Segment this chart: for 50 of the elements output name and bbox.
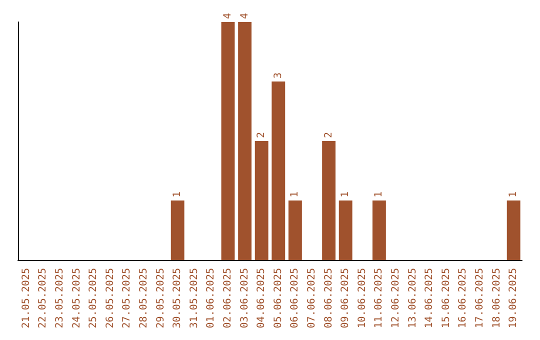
x-tick-label: 21.05.2025 <box>20 268 32 328</box>
bar <box>372 200 386 260</box>
x-tick-label: 01.06.2025 <box>206 268 217 328</box>
x-tick-label: 11.06.2025 <box>374 268 385 328</box>
x-tick-label: 10.06.2025 <box>356 268 368 328</box>
x-tick-label: 23.05.2025 <box>54 268 66 328</box>
x-tick-label: 14.06.2025 <box>424 268 436 328</box>
bar <box>254 141 268 260</box>
data-label: 1 <box>374 191 385 198</box>
x-tick-label: 08.06.2025 <box>323 268 334 328</box>
x-tick-label: 24.05.2025 <box>71 268 82 328</box>
bar <box>170 200 184 260</box>
data-label: 2 <box>323 132 334 138</box>
x-tick-label: 18.06.2025 <box>491 268 502 328</box>
data-label: 4 <box>222 12 234 19</box>
bar <box>221 22 235 260</box>
x-tick-label: 27.05.2025 <box>122 268 133 328</box>
data-label: 2 <box>256 132 268 138</box>
x-tick-label: 30.05.2025 <box>172 268 184 328</box>
bar <box>338 200 352 260</box>
x-tick-label: 16.06.2025 <box>458 268 469 328</box>
data-label: 1 <box>508 191 520 198</box>
x-tick-label: 28.05.2025 <box>138 268 150 328</box>
bar <box>238 22 252 260</box>
bar <box>322 141 336 260</box>
x-tick-label: 13.06.2025 <box>407 268 418 328</box>
bar <box>506 200 520 260</box>
x-tick-label: 05.06.2025 <box>272 268 284 328</box>
x-tick-label: 29.05.2025 <box>155 268 166 328</box>
x-tick-label: 09.06.2025 <box>340 268 352 328</box>
x-tick-label: 04.06.2025 <box>256 268 268 328</box>
bar <box>288 200 302 260</box>
x-tick-label: 12.06.2025 <box>390 268 402 328</box>
x-tick-label: 15.06.2025 <box>440 268 452 328</box>
x-tick-label: 19.06.2025 <box>508 268 520 328</box>
x-tick-label: 22.05.2025 <box>38 268 49 328</box>
x-tick-label: 17.06.2025 <box>474 268 486 328</box>
x-tick-label: 26.05.2025 <box>104 268 116 328</box>
x-tick-label: 03.06.2025 <box>239 268 250 328</box>
data-label: 3 <box>272 72 284 78</box>
x-tick-label: 02.06.2025 <box>222 268 234 328</box>
data-label: 1 <box>340 191 352 198</box>
data-label: 1 <box>172 191 184 198</box>
data-label: 4 <box>239 12 250 19</box>
x-tick-label: 25.05.2025 <box>88 268 100 328</box>
data-label: 1 <box>290 191 301 198</box>
x-tick-label: 31.05.2025 <box>188 268 200 328</box>
bar <box>272 82 286 260</box>
x-tick-label: 07.06.2025 <box>306 268 318 328</box>
x-tick-label: 06.06.2025 <box>290 268 301 328</box>
